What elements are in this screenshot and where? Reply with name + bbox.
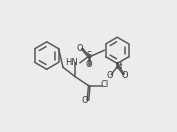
Text: +: + xyxy=(118,62,123,67)
Text: O: O xyxy=(121,71,128,80)
Text: O: O xyxy=(107,71,114,80)
Text: O: O xyxy=(81,96,88,105)
Text: S: S xyxy=(87,51,92,60)
Text: N: N xyxy=(115,62,121,70)
Text: Cl: Cl xyxy=(101,80,109,89)
Text: HN: HN xyxy=(65,58,78,67)
Text: -: - xyxy=(126,72,128,77)
Text: O: O xyxy=(86,60,92,69)
Text: O: O xyxy=(76,44,83,53)
